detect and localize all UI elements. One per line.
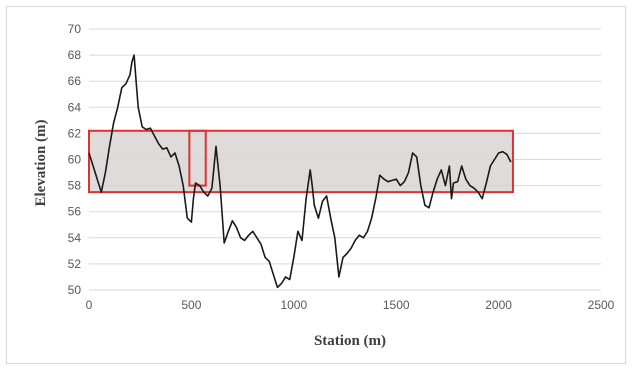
- y-tick-label: 58: [68, 179, 82, 193]
- y-tick-label: 62: [68, 126, 82, 140]
- y-tick-labels: 50 52 54 56 58 60 62 64 66 68 70: [68, 22, 82, 297]
- y-tick-label: 54: [68, 231, 82, 245]
- series-layer: [88, 54, 512, 289]
- y-tick-label: 50: [68, 283, 82, 297]
- elevation-profile-chart: 50 52 54 56 58 60 62 64 66 68 70 0 500 1000 1500 2000 2…: [33, 22, 615, 349]
- x-axis-title: Station (m): [314, 333, 386, 349]
- y-tick-label: 66: [68, 74, 82, 88]
- x-tick-label: 1500: [383, 298, 410, 312]
- chart-frame: 50 52 54 56 58 60 62 64 66 68 70 0 500 1000 1500 2000 2…: [6, 6, 626, 364]
- y-tick-label: 52: [68, 257, 82, 271]
- x-tick-label: 1000: [280, 298, 307, 312]
- y-axis-title: Elevation (m): [33, 119, 49, 206]
- y-tick-label: 56: [68, 205, 82, 219]
- annotation-bands: [88, 129, 514, 194]
- y-tick-label: 60: [68, 153, 82, 167]
- elevation-line: [88, 54, 512, 289]
- x-tick-label: 500: [181, 298, 201, 312]
- x-tick-label: 0: [86, 298, 93, 312]
- y-tick-label: 70: [68, 22, 82, 36]
- x-tick-label: 2500: [588, 298, 615, 312]
- y-tick-label: 68: [68, 48, 82, 62]
- station-window-rect: [188, 129, 207, 187]
- x-tick-labels: 0 500 1000 1500 2000 2500: [86, 298, 615, 312]
- elevation-band-rect: [88, 129, 514, 194]
- x-tick-label: 2000: [485, 298, 512, 312]
- y-tick-label: 64: [68, 100, 82, 114]
